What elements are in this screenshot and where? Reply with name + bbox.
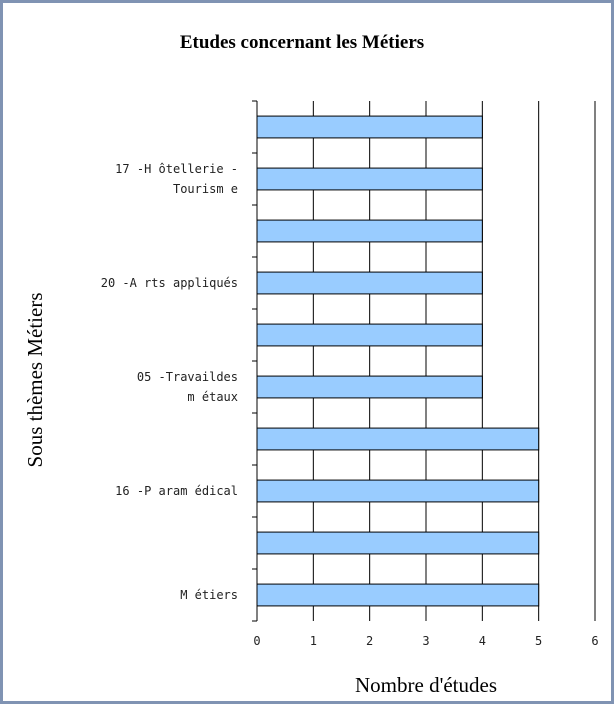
bar xyxy=(256,583,540,607)
category-label: 20 -A rts appliqués xyxy=(101,276,238,290)
category-label: Tourism e xyxy=(173,182,238,196)
category-label: 17 -H ôtellerie - xyxy=(115,162,238,176)
bar xyxy=(256,531,540,555)
bar xyxy=(256,427,540,451)
bar xyxy=(256,167,483,191)
x-tick-label: 0 xyxy=(253,634,260,648)
x-tick-label: 4 xyxy=(479,634,486,648)
category-label: M étiers xyxy=(180,588,238,602)
category-label: 05 -Travaildes xyxy=(137,370,238,384)
category-label: 16 -P aram édical xyxy=(115,484,238,498)
x-tick-label: 2 xyxy=(366,634,373,648)
bar xyxy=(256,479,540,503)
plot-area: 0 1 2 3 4 5 6 17 -H ôtellerie - Tourism e 20 -A r… xyxy=(101,100,599,648)
bar xyxy=(256,323,483,347)
x-tick-label: 1 xyxy=(310,634,317,648)
bar xyxy=(256,271,483,295)
x-tick-label: 5 xyxy=(535,634,542,648)
category-label: m étaux xyxy=(187,390,238,404)
bar xyxy=(256,375,483,399)
y-axis-title: Sous thèmes Métiers xyxy=(23,293,47,468)
x-tick-label: 6 xyxy=(591,634,598,648)
bar xyxy=(256,115,483,139)
bar xyxy=(256,219,483,243)
chart-title: Etudes concernant les Métiers xyxy=(180,32,424,53)
x-tick-label: 3 xyxy=(422,634,429,648)
x-axis-title: Nombre d'études xyxy=(355,673,497,697)
